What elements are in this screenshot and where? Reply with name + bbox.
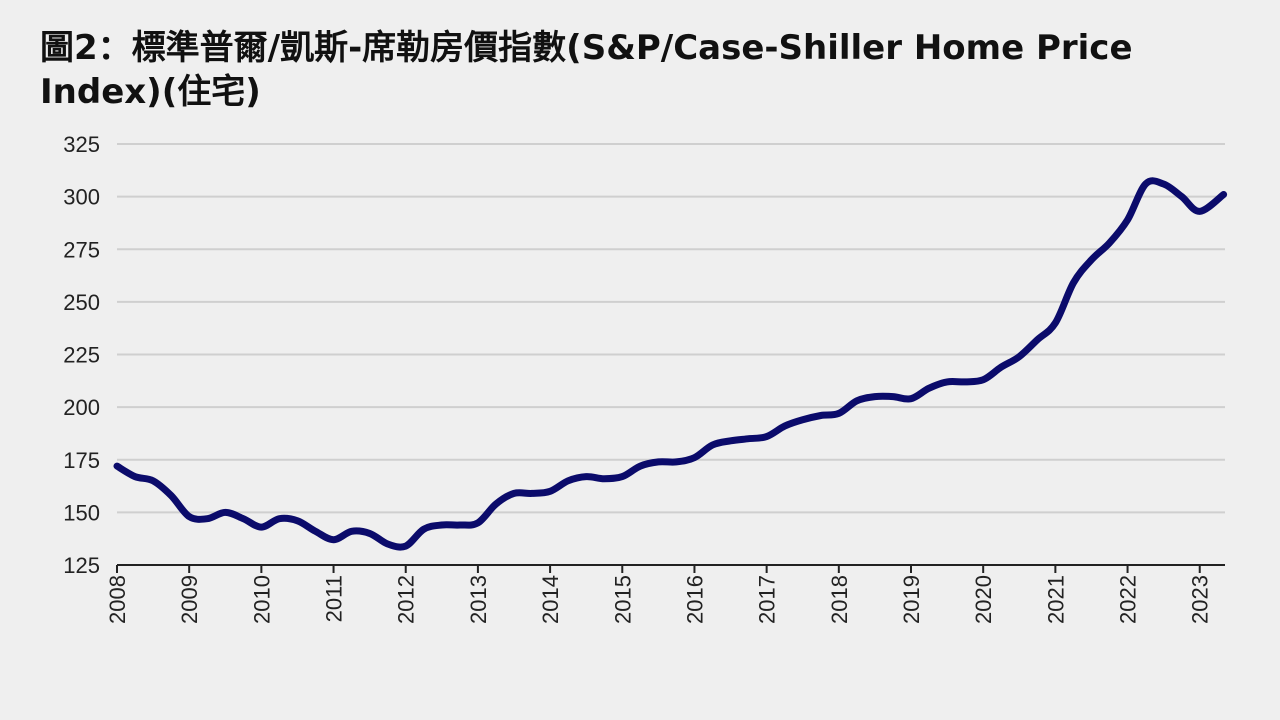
x-tick-label: 2019: [899, 575, 924, 624]
y-tick-label: 225: [63, 343, 100, 368]
series-line: [113, 177, 1228, 551]
x-tick-label: 2015: [610, 575, 635, 624]
x-tick-label: 2021: [1043, 575, 1068, 624]
x-tick-label: 2016: [682, 575, 707, 624]
y-tick-label: 300: [63, 185, 100, 210]
x-tick-label: 2011: [322, 575, 347, 622]
y-tick-label: 325: [63, 132, 100, 157]
x-tick-label: 2008: [105, 575, 130, 624]
y-tick-label: 275: [63, 237, 100, 262]
x-tick-label: 2022: [1116, 575, 1141, 624]
y-tick-label: 125: [63, 553, 100, 578]
y-tick-label: 150: [63, 500, 100, 525]
y-tick-label: 175: [63, 448, 100, 473]
x-tick-label: 2013: [466, 575, 491, 624]
x-tick-label: 2012: [394, 575, 419, 624]
y-tick-label: 200: [63, 395, 100, 420]
x-tick-label: 2018: [827, 575, 852, 624]
x-tick-label: 2010: [249, 575, 274, 624]
y-tick-label: 250: [63, 290, 100, 315]
x-tick-label: 2014: [538, 575, 563, 624]
x-tick-label: 2023: [1188, 575, 1213, 624]
x-tick-label: 2017: [755, 575, 780, 624]
x-tick-label: 2009: [177, 575, 202, 624]
chart-title: 圖2：標準普爾/凱斯-席勒房價指數(S&P/Case-Shiller Home …: [40, 28, 1133, 112]
x-tick-label: 2020: [971, 575, 996, 624]
